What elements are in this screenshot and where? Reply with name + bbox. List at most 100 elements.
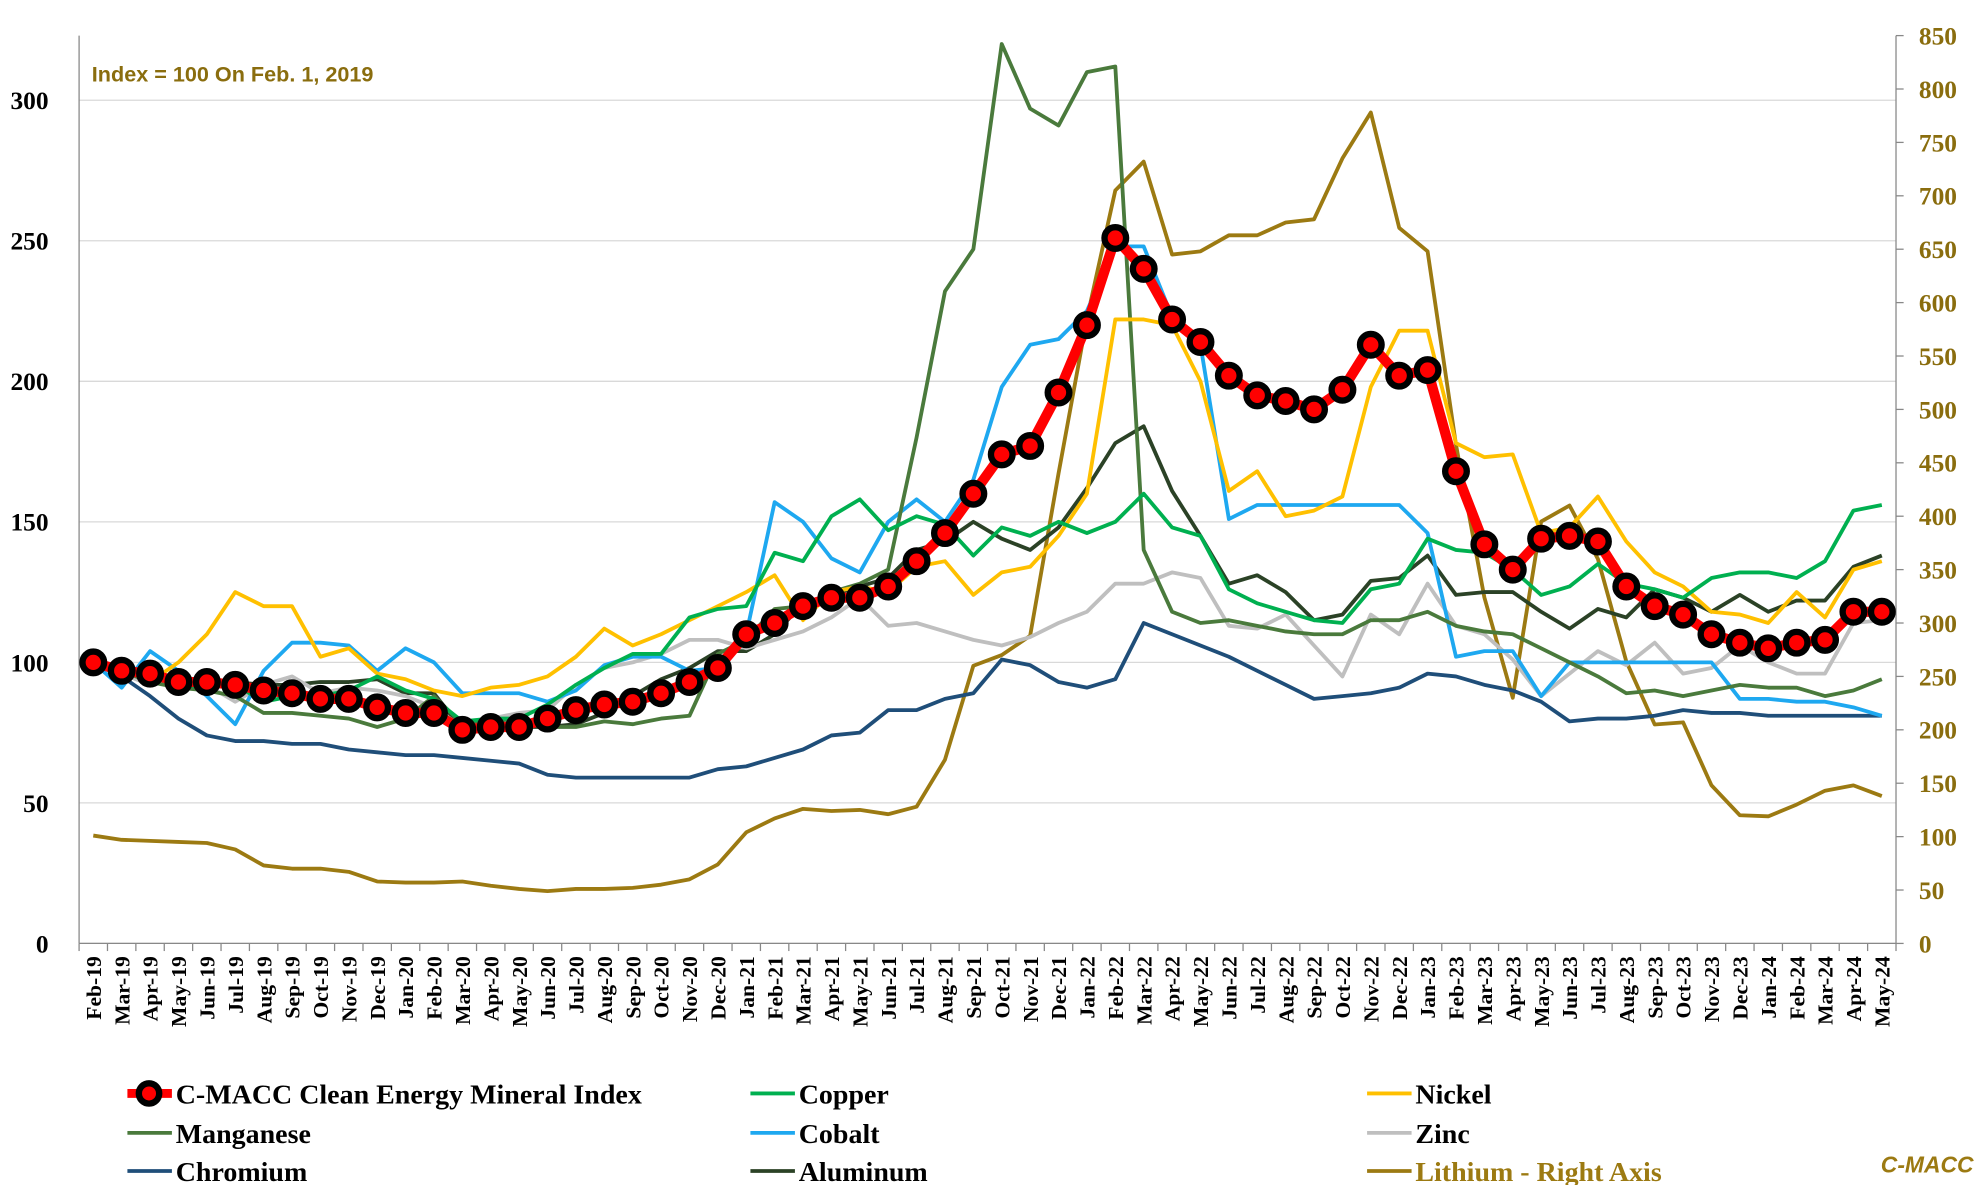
y2-tick-label: 150 xyxy=(1919,770,1957,798)
x-tick-label: Dec-20 xyxy=(706,956,730,1020)
y2-tick-label: 850 xyxy=(1919,23,1957,51)
x-tick-label: Feb-23 xyxy=(1445,956,1469,1020)
marker xyxy=(107,656,136,685)
series-line xyxy=(92,424,1883,732)
marker xyxy=(79,648,108,677)
y2-tick-label: 550 xyxy=(1919,343,1957,371)
y-tick-label: 50 xyxy=(23,790,48,818)
marker xyxy=(1300,395,1329,424)
x-tick-label: Jul-20 xyxy=(565,956,589,1014)
x-tick-label: Jun-22 xyxy=(1217,956,1241,1020)
y2-tick-label: 800 xyxy=(1919,76,1957,104)
y2-tick-label: 100 xyxy=(1919,824,1957,852)
series-line xyxy=(92,110,1883,893)
marker xyxy=(1811,625,1840,654)
x-tick-label: Apr-22 xyxy=(1161,956,1185,1021)
y2-tick-label: 700 xyxy=(1919,183,1957,211)
marker xyxy=(278,679,306,708)
marker xyxy=(590,690,619,719)
x-tick-label: Feb-24 xyxy=(1785,956,1809,1020)
legend-label: Cobalt xyxy=(799,1119,880,1150)
x-tick-label: Aug-22 xyxy=(1274,956,1298,1023)
marker xyxy=(1555,521,1584,550)
x-tick-label: Apr-23 xyxy=(1501,956,1525,1021)
legend-label: Zinc xyxy=(1415,1119,1469,1150)
x-tick-label: Sep-22 xyxy=(1303,956,1327,1018)
marker xyxy=(1839,597,1868,626)
x-tick-label: Feb-21 xyxy=(763,956,787,1020)
marker xyxy=(732,620,761,649)
x-tick-label: Jul-19 xyxy=(224,956,248,1014)
marker xyxy=(363,693,392,722)
marker xyxy=(1470,530,1499,559)
marker xyxy=(1129,254,1158,283)
marker xyxy=(1328,375,1357,404)
x-tick-label: May-21 xyxy=(848,956,872,1027)
marker xyxy=(164,668,193,697)
series-line xyxy=(91,232,1882,735)
marker xyxy=(561,696,590,725)
marker xyxy=(1072,311,1101,340)
x-tick-label: Jul-22 xyxy=(1246,956,1270,1014)
x-tick-label: Aug-21 xyxy=(934,956,958,1023)
x-tick-label: Mar-19 xyxy=(110,956,134,1025)
y2-tick-label: 600 xyxy=(1919,290,1957,318)
x-tick-label: Dec-23 xyxy=(1728,956,1752,1020)
marker xyxy=(1271,386,1300,415)
x-tick-label: Jun-19 xyxy=(195,956,219,1020)
y-tick-label: 300 xyxy=(10,87,48,115)
x-tick-label: Nov-21 xyxy=(1019,956,1043,1022)
series-line xyxy=(92,244,1883,727)
y2-tick-label: 50 xyxy=(1919,877,1944,905)
marker xyxy=(760,609,789,638)
x-tick-label: Nov-22 xyxy=(1359,956,1383,1022)
marker xyxy=(533,704,562,733)
legend-label: Nickel xyxy=(1415,1080,1491,1111)
marker xyxy=(1583,527,1612,556)
y2-tick-label: 300 xyxy=(1919,610,1957,638)
x-tick-label: Oct-20 xyxy=(650,956,674,1018)
y-tick-label: 0 xyxy=(36,930,49,958)
x-tick-label: Dec-21 xyxy=(1047,956,1071,1020)
x-tick-label: May-20 xyxy=(508,956,532,1027)
marker xyxy=(1498,555,1527,584)
marker xyxy=(1782,628,1811,657)
y-tick-label: 200 xyxy=(10,368,48,396)
marker xyxy=(1243,381,1272,410)
x-tick-label: Feb-19 xyxy=(82,956,106,1020)
x-tick-label: Apr-19 xyxy=(139,956,163,1021)
marker xyxy=(930,519,959,548)
marker xyxy=(136,659,165,688)
x-tick-label: Apr-24 xyxy=(1842,956,1866,1021)
y-tick-label: 150 xyxy=(10,509,48,537)
marker xyxy=(505,713,534,741)
marker xyxy=(987,440,1016,469)
y2-tick-label: 350 xyxy=(1919,557,1957,585)
x-tick-label: Oct-22 xyxy=(1331,956,1355,1018)
marker xyxy=(1640,592,1669,621)
marker xyxy=(1754,634,1783,663)
y2-tick-label: 750 xyxy=(1919,129,1957,157)
marker xyxy=(675,668,704,697)
marker xyxy=(1214,361,1243,390)
x-tick-label: Jul-21 xyxy=(905,956,929,1014)
x-tick-label: May-24 xyxy=(1870,956,1894,1027)
marker xyxy=(1385,361,1414,390)
x-tick-label: Jun-21 xyxy=(877,956,901,1020)
legend-label: Copper xyxy=(799,1080,889,1111)
x-tick-label: Jan-23 xyxy=(1416,956,1440,1019)
x-tick-label: Jan-20 xyxy=(394,956,418,1018)
x-tick-label: Mar-22 xyxy=(1132,956,1156,1025)
x-tick-label: May-22 xyxy=(1189,956,1213,1027)
x-tick-label: Nov-20 xyxy=(678,956,702,1022)
x-tick-label: Nov-23 xyxy=(1700,956,1724,1022)
y2-tick-label: 200 xyxy=(1919,717,1957,745)
marker xyxy=(647,679,676,708)
marker xyxy=(1612,572,1641,601)
marker xyxy=(1158,305,1187,334)
legend-marker xyxy=(135,1080,163,1107)
x-tick-label: Oct-21 xyxy=(990,956,1014,1018)
x-tick-label: Sep-23 xyxy=(1643,956,1667,1019)
marker xyxy=(1186,327,1215,356)
